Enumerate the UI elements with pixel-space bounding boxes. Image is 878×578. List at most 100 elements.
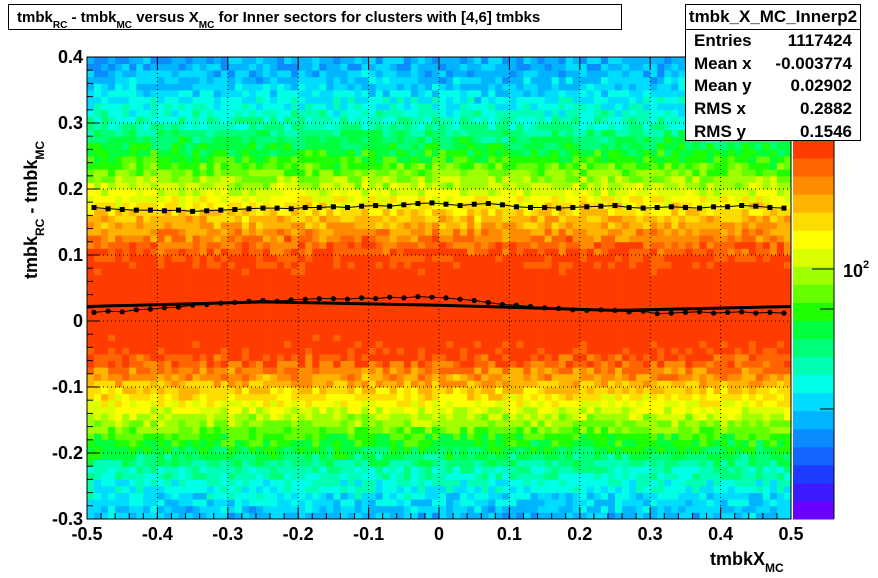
heatmap-cell (129, 274, 137, 282)
heatmap-cell (664, 347, 672, 355)
heatmap-cell (586, 255, 595, 262)
heatmap-cell (164, 228, 172, 236)
heatmap-cell (255, 472, 264, 480)
heatmap-cell (671, 472, 679, 480)
heatmap-cell (481, 307, 489, 315)
heatmap-cell (530, 360, 538, 368)
heatmap-cell (354, 195, 362, 203)
heatmap-cell (277, 472, 285, 480)
heatmap-cell (474, 373, 482, 381)
heatmap-cell (720, 479, 729, 487)
heatmap-cell (741, 215, 750, 223)
heatmap-cell (706, 215, 714, 223)
heatmap-cell (474, 360, 482, 368)
heatmap-cell (375, 274, 384, 282)
heatmap-cell (678, 321, 686, 328)
heatmap-cell (439, 274, 447, 282)
heatmap-cell (375, 248, 384, 256)
heatmap-cell (206, 255, 215, 262)
heatmap-cell (192, 492, 201, 500)
heatmap-cell (150, 486, 158, 493)
heatmap-cell (263, 301, 271, 309)
heatmap-cell (593, 189, 602, 196)
heatmap-cell (199, 268, 208, 276)
heatmap-cell (481, 340, 489, 348)
heatmap-cell (502, 314, 510, 322)
heatmap-cell (284, 479, 292, 487)
heatmap-cell (593, 301, 602, 309)
heatmap-cell (741, 505, 750, 513)
heatmap-cell (227, 241, 236, 249)
heatmap-cell (270, 307, 278, 315)
heatmap-cell (354, 426, 362, 434)
heatmap-cell (227, 466, 236, 474)
heatmap-cell (530, 241, 538, 249)
heatmap-cell (347, 360, 355, 368)
heatmap-cell (460, 360, 468, 368)
heatmap-cell (481, 301, 489, 309)
heatmap-cell (108, 354, 116, 361)
heatmap-cell (157, 222, 165, 229)
heatmap-cell (607, 413, 616, 421)
heatmap-cell (101, 479, 109, 487)
heatmap-cell (636, 512, 644, 520)
heatmap-cell (277, 466, 285, 474)
heatmap-cell (396, 235, 405, 243)
heatmap-cell (572, 241, 581, 249)
heatmap-cell (600, 248, 609, 256)
heatmap-cell (706, 208, 714, 216)
heatmap-cell (305, 215, 313, 223)
heatmap-cell (87, 248, 95, 256)
heatmap-cell (234, 202, 243, 210)
heatmap-cell (439, 453, 447, 460)
heatmap-cell (340, 360, 348, 368)
heatmap-cell (488, 387, 496, 394)
heatmap-cell (291, 340, 299, 348)
heatmap-cell (234, 439, 243, 447)
heatmap-cell (213, 420, 222, 427)
heatmap-cell (607, 288, 616, 295)
heatmap-cell (481, 241, 489, 249)
heatmap-cell (340, 492, 348, 500)
heatmap-cell (558, 340, 567, 348)
heatmap-cell (333, 426, 341, 434)
heatmap-cell (403, 393, 412, 401)
heatmap-cell (769, 248, 778, 256)
heatmap-cell (741, 380, 750, 388)
heatmap-cell (636, 248, 644, 256)
heatmap-cell (643, 433, 651, 441)
heatmap-cell (600, 208, 609, 216)
heatmap-cell (748, 505, 757, 513)
heatmap-cell (615, 413, 623, 421)
heatmap-cell (600, 406, 609, 414)
heatmap-cell (150, 208, 158, 216)
heatmap-cell (277, 307, 285, 315)
heatmap-cell (403, 195, 412, 203)
heatmap-cell (481, 512, 489, 520)
heatmap-cell (129, 393, 137, 401)
heatmap-cell (192, 215, 201, 223)
heatmap-cell (586, 241, 595, 249)
heatmap-cell (277, 255, 285, 262)
heatmap-cell (234, 420, 243, 427)
heatmap-cell (248, 400, 257, 408)
heatmap-cell (558, 241, 567, 249)
heatmap-cell (277, 367, 285, 375)
heatmap-cell (157, 453, 165, 460)
heatmap-cell (234, 215, 243, 223)
heatmap-cell (558, 222, 567, 229)
heatmap-cell (227, 413, 236, 421)
heatmap-cell (213, 479, 222, 487)
heatmap-cell (615, 406, 623, 414)
heatmap-cell (523, 433, 531, 441)
heatmap-cell (171, 228, 179, 236)
heatmap-cell (319, 453, 327, 460)
heatmap-cell (488, 189, 496, 196)
heatmap-cell (115, 400, 123, 408)
heatmap-cell (277, 400, 285, 408)
heatmap-cell (115, 189, 123, 196)
heatmap-cell (439, 499, 447, 507)
heatmap-cell (615, 466, 623, 474)
heatmap-cell (361, 413, 369, 421)
heatmap-cell (178, 380, 186, 388)
